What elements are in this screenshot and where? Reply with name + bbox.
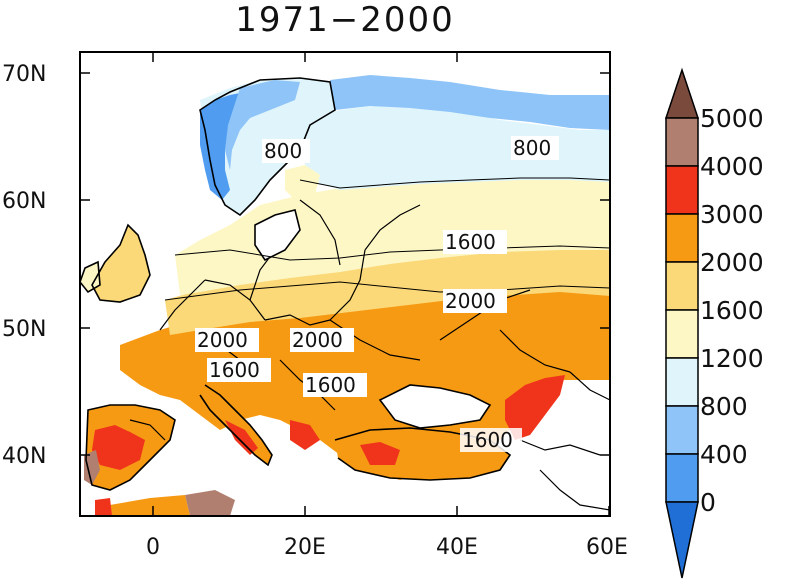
colorbar-label-1600: 1600 bbox=[700, 296, 764, 325]
colorbar-label-5000: 5000 bbox=[700, 104, 764, 133]
border-line bbox=[539, 469, 610, 511]
contour-label-1600-alps: 1600 bbox=[209, 358, 260, 382]
contour-labels: 800 800 1600 2000 2000 2000 1600 1600 16… bbox=[195, 136, 559, 452]
colorbar-swatch-0-400 bbox=[665, 453, 699, 503]
border-line bbox=[329, 249, 366, 321]
border-line bbox=[499, 329, 571, 373]
contour-2000 bbox=[164, 281, 610, 301]
contour-label-1600-north: 1600 bbox=[445, 230, 496, 254]
region-band-800-1200 bbox=[300, 105, 610, 190]
contour-label-bg bbox=[303, 373, 367, 397]
contour-label-bg bbox=[443, 289, 507, 313]
region-band-3000-4000-turkey bbox=[360, 442, 400, 465]
plot-frame bbox=[79, 51, 611, 517]
colorbar-label-800: 800 bbox=[700, 392, 748, 421]
border-line bbox=[204, 279, 266, 321]
region-band-3000-4000-italy bbox=[225, 420, 258, 455]
x-tick-label-0: 0 bbox=[146, 535, 160, 560]
country-borders bbox=[129, 199, 610, 511]
colorbar-swatch-2000-3000 bbox=[665, 213, 699, 263]
region-band-4000-5000-iberia bbox=[84, 450, 100, 485]
region-norway-mid bbox=[225, 80, 300, 170]
colorbar-label-400: 400 bbox=[700, 440, 748, 469]
coastline-anatolia bbox=[334, 427, 512, 481]
x-tick-label-60e: 60E bbox=[586, 535, 628, 560]
colorbar-label-4000: 4000 bbox=[700, 152, 764, 181]
region-north-africa-red bbox=[95, 498, 112, 516]
coastline-iberia bbox=[85, 404, 176, 491]
contour-label-2000-central: 2000 bbox=[292, 328, 343, 352]
contour-label-800-east: 800 bbox=[513, 136, 551, 160]
contour-label-1600-caucasus: 1600 bbox=[462, 428, 513, 452]
region-band-3000-4000-caucasus bbox=[505, 375, 565, 440]
colorbar-arrow-bottom bbox=[665, 501, 699, 579]
contour-label-bg bbox=[207, 358, 271, 382]
region-north-africa bbox=[110, 495, 190, 516]
colorbar-swatch-4000-5000 bbox=[665, 117, 699, 167]
contour-label-1600-balkans: 1600 bbox=[305, 373, 356, 397]
x-tick-label-20e: 20E bbox=[284, 535, 326, 560]
x-tick-label-40e: 40E bbox=[436, 535, 478, 560]
y-tick-label-70n: 70N bbox=[2, 62, 46, 87]
y-tick-label-40n: 40N bbox=[2, 444, 46, 469]
region-band-4000-5000-africa bbox=[185, 490, 235, 516]
colorbar-swatch-1600-2000 bbox=[665, 261, 699, 311]
contour-label-bg bbox=[290, 328, 354, 352]
contour-label-2000-france: 2000 bbox=[197, 328, 248, 352]
border-line bbox=[264, 314, 331, 326]
border-line bbox=[364, 204, 421, 251]
contour-label-bg bbox=[262, 139, 310, 163]
colorbar-label-3000: 3000 bbox=[700, 200, 764, 229]
contour-label-2000-east: 2000 bbox=[445, 289, 496, 313]
colorbar-label-0: 0 bbox=[700, 488, 716, 517]
y-tick-label-50n: 50N bbox=[2, 317, 46, 342]
colorbar bbox=[664, 67, 700, 579]
border-line bbox=[569, 371, 610, 401]
region-band-400-800 bbox=[330, 75, 610, 130]
colorbar-swatch-400-800 bbox=[665, 405, 699, 455]
coastline-italy bbox=[199, 384, 273, 467]
colorbar-swatch-800-1200 bbox=[665, 357, 699, 407]
border-line bbox=[129, 419, 166, 441]
border-line bbox=[299, 199, 341, 266]
contour-label-bg bbox=[511, 136, 559, 160]
y-axis bbox=[80, 72, 610, 456]
contour-800 bbox=[299, 177, 610, 189]
region-finland bbox=[285, 165, 320, 200]
map-title: 1971−2000 bbox=[235, 0, 455, 40]
colorbar-arrow-top bbox=[664, 67, 700, 119]
border-line bbox=[519, 439, 601, 456]
border-line bbox=[159, 279, 206, 331]
y-tick-label-60n: 60N bbox=[2, 189, 46, 214]
region-band-3000-4000-iberia bbox=[92, 425, 145, 470]
coastline-britain bbox=[91, 223, 151, 303]
contour-label-bg bbox=[195, 328, 259, 352]
contour-1600 bbox=[174, 245, 610, 261]
region-band-3000-4000-balkans bbox=[290, 420, 320, 450]
colorbar-label-2000: 2000 bbox=[700, 248, 764, 277]
x-axis bbox=[152, 52, 610, 516]
region-band-1600-2000 bbox=[165, 248, 610, 335]
coastline-baltic bbox=[254, 209, 301, 262]
coastline-black-sea bbox=[378, 384, 492, 429]
colorbar-swatch-1200-1600 bbox=[665, 309, 699, 359]
colorbar-swatch-3000-4000 bbox=[665, 165, 699, 215]
coastlines bbox=[80, 77, 610, 491]
contour-label-800-west: 800 bbox=[264, 139, 302, 163]
region-band-1200-1600 bbox=[175, 178, 610, 295]
region-britain bbox=[92, 225, 150, 302]
contour-label-bg bbox=[443, 230, 507, 254]
colorbar-label-1200: 1200 bbox=[700, 344, 764, 373]
contour-label-bg bbox=[460, 428, 522, 452]
